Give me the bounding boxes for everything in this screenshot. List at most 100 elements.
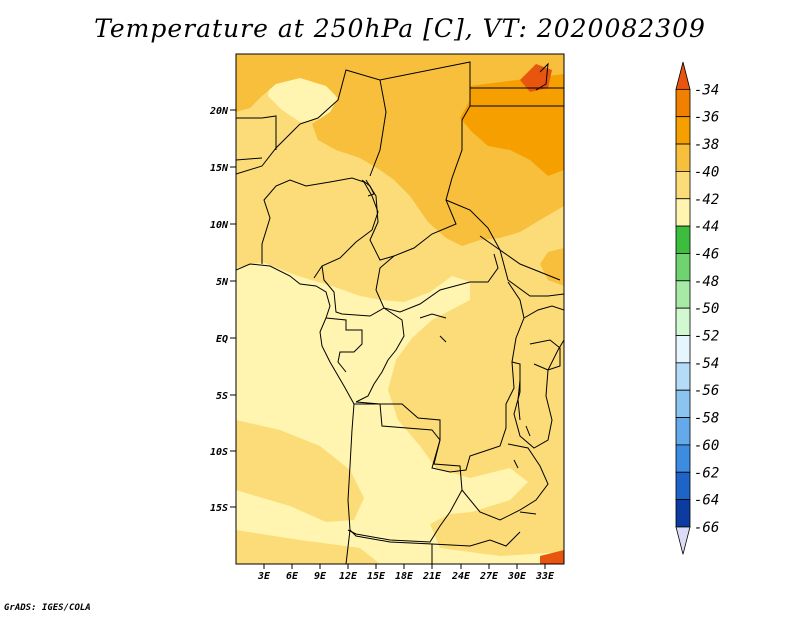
colorbar-label: -42	[694, 192, 719, 208]
colorbar-swatch	[675, 362, 691, 391]
lake-outline-1	[419, 313, 447, 319]
lon-tick-3e: 3E	[257, 564, 271, 582]
lake-outline-3	[517, 379, 521, 421]
lon-tick-24e: 24E	[451, 564, 471, 582]
colorbar-swatch	[675, 116, 691, 145]
temperature-field	[236, 54, 564, 564]
svg-text:24E: 24E	[451, 571, 471, 582]
colorbar-swatch	[675, 417, 691, 446]
lat-tick-10s: 10S	[210, 447, 236, 458]
field-band-36	[460, 74, 564, 176]
lat-tick-5s: 5S	[216, 391, 236, 402]
latitude-axis: 20N 15N 10N 5N EQ 5S 10S 15S	[209, 106, 236, 514]
colorbar-label: -34	[694, 82, 719, 98]
colorbar-swatch	[675, 198, 691, 227]
border-east-lakes	[511, 339, 564, 449]
colorbar-swatch	[675, 253, 691, 282]
map-title: Temperature at 250hPa [C], VT: 202008230…	[94, 14, 706, 43]
border-chad	[365, 61, 471, 261]
svg-text:21E: 21E	[422, 571, 442, 582]
lon-tick-27e: 27E	[479, 564, 499, 582]
colorbar-label: -56	[694, 383, 719, 399]
svg-text:10S: 10S	[210, 447, 228, 458]
svg-text:5S: 5S	[216, 391, 228, 402]
svg-text:18E: 18E	[395, 571, 414, 582]
lat-tick-10n: 10N	[210, 220, 236, 231]
border-botswana	[431, 531, 521, 547]
border-cameroon	[321, 265, 385, 317]
colorbar-swatch	[675, 280, 691, 309]
lon-tick-30e: 30E	[507, 564, 527, 582]
colorbar-label: -52	[694, 329, 719, 345]
lon-tick-9e: 9E	[314, 564, 327, 582]
field-band-40-south	[236, 530, 380, 564]
svg-text:30E: 30E	[507, 571, 527, 582]
boundaries	[236, 61, 564, 564]
svg-text:10N: 10N	[210, 220, 229, 231]
border-nigeria	[261, 177, 379, 279]
field-band-38-east	[540, 248, 564, 286]
lon-tick-33e: 33E	[535, 564, 555, 582]
svg-text:33E: 33E	[535, 571, 555, 582]
lon-tick-6e: 6E	[286, 564, 299, 582]
coastline-southwest	[345, 403, 355, 564]
border-congo	[355, 307, 405, 403]
svg-text:15S: 15S	[210, 503, 228, 514]
svg-text:3E: 3E	[257, 571, 271, 582]
border-kenya	[523, 305, 564, 319]
lake-chad	[361, 179, 375, 197]
lat-tick-15s: 15S	[210, 503, 236, 514]
lake-outline-7	[519, 511, 537, 515]
colorbar-label: -38	[694, 137, 719, 153]
colorbar-label: -62	[694, 465, 719, 481]
svg-text:6E: 6E	[286, 571, 299, 582]
colorbar-swatch	[675, 143, 691, 172]
border-niger-algeria	[236, 69, 387, 177]
colorbar-label: -46	[694, 246, 719, 262]
svg-text:EQ: EQ	[216, 334, 228, 345]
lon-tick-21e: 21E	[422, 564, 442, 582]
border-drc	[355, 281, 525, 473]
lake-outline-4	[525, 425, 531, 437]
field-band-40-southwest	[236, 420, 364, 522]
colorbar-swatch	[675, 471, 691, 501]
svg-text:12E: 12E	[339, 571, 358, 582]
svg-text:5N: 5N	[216, 277, 229, 288]
colorbar-label: -40	[694, 164, 719, 180]
border-gabon	[325, 317, 363, 373]
grads-credit: GrADS: IGES/COLA	[4, 603, 91, 613]
colorbar-label: -58	[694, 411, 719, 427]
colorbar-swatch	[675, 335, 691, 364]
border-uganda	[529, 339, 561, 371]
svg-text:27E: 27E	[479, 571, 499, 582]
colorbar-swatch	[675, 225, 691, 254]
colorbar-label: -66	[694, 520, 719, 536]
lake-outline-5	[513, 459, 519, 469]
colorbar-top-arrow	[675, 61, 691, 90]
lat-tick-5n: 5N	[216, 277, 236, 288]
colorbar-swatch	[675, 88, 691, 118]
colorbar-label: -64	[694, 493, 719, 509]
colorbar-bottom-arrow	[675, 526, 691, 555]
border-car	[375, 253, 499, 313]
colorbar-swatch	[675, 307, 691, 336]
lat-tick-20n: 20N	[209, 106, 236, 117]
svg-text:20N: 20N	[209, 106, 229, 117]
border-northwest	[236, 157, 263, 161]
map-frame	[235, 53, 565, 565]
lon-tick-18e: 18E	[395, 564, 414, 582]
field-band-34-south	[540, 550, 564, 564]
svg-text:9E: 9E	[314, 571, 327, 582]
lon-tick-12e: 12E	[339, 564, 358, 582]
border-south-sudan	[479, 235, 564, 297]
colorbar-label: -44	[694, 219, 719, 235]
colorbar-label: -50	[694, 301, 719, 317]
colorbar-swatch	[675, 499, 691, 528]
svg-text:15E: 15E	[367, 571, 386, 582]
colorbar-label: -60	[694, 438, 719, 454]
border-namibia	[349, 529, 433, 564]
lon-tick-15e: 15E	[367, 564, 386, 582]
coastline-west	[236, 263, 355, 405]
lake-outline-2	[439, 335, 447, 343]
